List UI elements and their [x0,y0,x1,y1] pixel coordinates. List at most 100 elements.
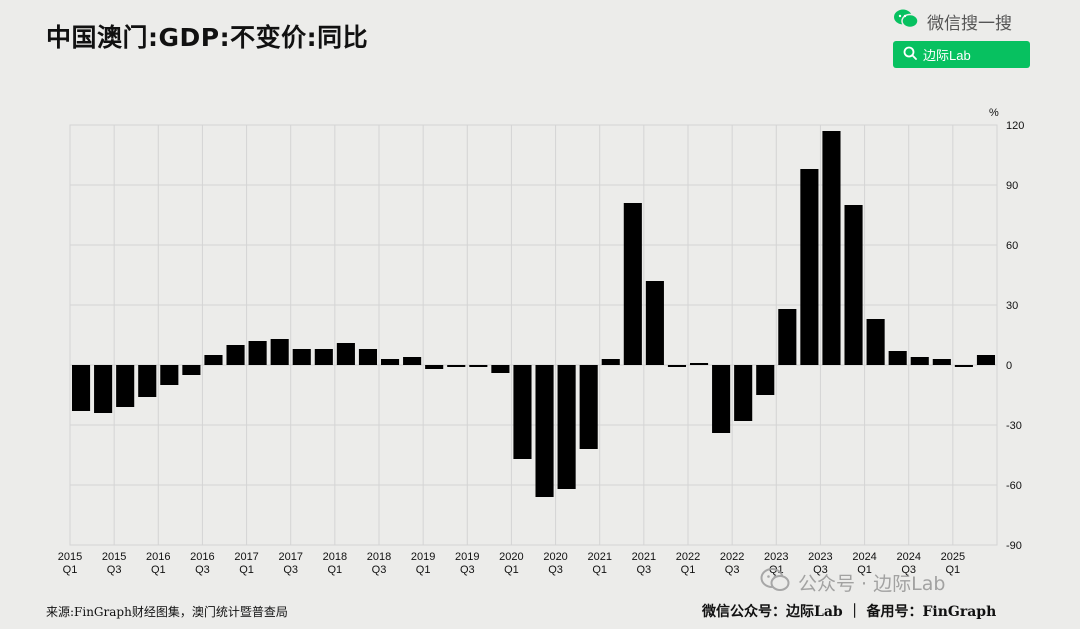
search-button[interactable]: 边际Lab [893,41,1030,68]
x-tick-year: 2015 [102,551,126,563]
wechat-watermark-icon [760,567,790,598]
bars [71,131,996,497]
bar [138,365,157,397]
x-tick-quarter: Q3 [637,564,652,576]
bar [623,203,642,365]
x-tick-year: 2019 [411,551,435,563]
x-tick-labels: 2015Q12015Q32016Q12016Q32017Q12017Q32018… [58,551,965,576]
bar [756,365,775,395]
y-tick-label: -60 [1006,480,1022,492]
x-tick-quarter: Q1 [239,564,254,576]
x-tick-quarter: Q3 [372,564,387,576]
x-tick-year: 2015 [58,551,82,563]
y-tick-label: 60 [1006,240,1018,252]
x-tick-year: 2024 [852,551,876,563]
bar [336,343,355,365]
page-title: 中国澳门:GDP:不变价:同比 [46,23,369,52]
x-tick-quarter: Q1 [328,564,343,576]
bar [778,309,797,365]
x-tick-year: 2017 [278,551,302,563]
bar [270,339,289,365]
search-icon [903,46,917,63]
bar [94,365,113,413]
watermark-text: 公众号 · 边际Lab [798,573,946,595]
x-tick-year: 2016 [190,551,214,563]
x-tick-quarter: Q1 [946,564,961,576]
bar [116,365,135,407]
x-tick-quarter: Q1 [416,564,431,576]
x-tick-quarter: Q1 [681,564,696,576]
x-tick-year: 2025 [941,551,965,563]
bar [712,365,731,433]
grid-lines [69,124,998,546]
wechat-search-text: 微信搜一搜 [927,13,1012,34]
y-tick-labels: -90 -60 -30 0 30 60 90 120 [1006,120,1024,552]
x-tick-quarter: Q3 [460,564,475,576]
bar [645,281,664,365]
bar [358,349,378,365]
bar [689,363,709,365]
x-tick-quarter: Q1 [504,564,519,576]
x-tick-quarter: Q1 [592,564,607,576]
bar [292,349,311,365]
y-tick-label: -90 [1006,540,1022,552]
bar [425,365,444,369]
wechat-icon [893,8,919,34]
bar [447,365,466,367]
bar [226,345,245,365]
bar [888,351,907,365]
y-tick-label: 90 [1006,180,1018,192]
bar [403,357,422,365]
x-tick-year: 2018 [323,551,347,563]
y-tick-label: 120 [1006,120,1024,132]
bar [910,357,929,365]
x-tick-year: 2018 [367,551,391,563]
y-tick-label: 0 [1006,360,1012,372]
x-tick-year: 2023 [764,551,788,563]
bar [601,359,620,365]
x-tick-year: 2023 [808,551,832,563]
source-note: 来源:FinGraph财经图集，澳门统计暨普查局 [46,605,288,619]
y-tick-label: 30 [1006,300,1018,312]
bar [866,319,885,365]
wechat-search-label[interactable]: 微信搜一搜 [893,8,1012,34]
x-tick-year: 2022 [676,551,700,563]
bar [932,359,951,365]
x-tick-quarter: Q1 [151,564,166,576]
x-tick-year: 2017 [234,551,258,563]
search-button-label: 边际Lab [923,48,971,63]
bar [513,365,532,459]
watermark: 公众号 · 边际Lab [760,567,945,598]
x-tick-quarter: Q3 [725,564,740,576]
bar [248,341,267,365]
y-tick-label: -30 [1006,420,1022,432]
bar [469,365,488,367]
bar [491,365,510,373]
bar [976,355,996,365]
bar [71,365,91,411]
x-tick-quarter: Q3 [813,564,828,576]
x-tick-year: 2022 [720,551,744,563]
bar [314,349,333,365]
bar [822,131,841,365]
bar [535,365,554,497]
x-tick-quarter: Q3 [195,564,210,576]
bar [380,359,400,365]
x-tick-year: 2020 [499,551,523,563]
bar [579,365,598,449]
bar [557,365,576,489]
y-unit-label: % [989,107,999,119]
x-tick-quarter: Q3 [548,564,563,576]
x-tick-quarter: Q3 [283,564,298,576]
x-tick-quarter: Q3 [901,564,916,576]
x-tick-quarter: Q3 [107,564,122,576]
x-tick-quarter: Q1 [857,564,872,576]
bar [182,365,201,375]
bar [160,365,179,385]
x-tick-year: 2016 [146,551,170,563]
bar [844,205,863,365]
x-tick-quarter: Q1 [63,564,78,576]
bar [667,365,687,367]
x-tick-year: 2021 [587,551,611,563]
